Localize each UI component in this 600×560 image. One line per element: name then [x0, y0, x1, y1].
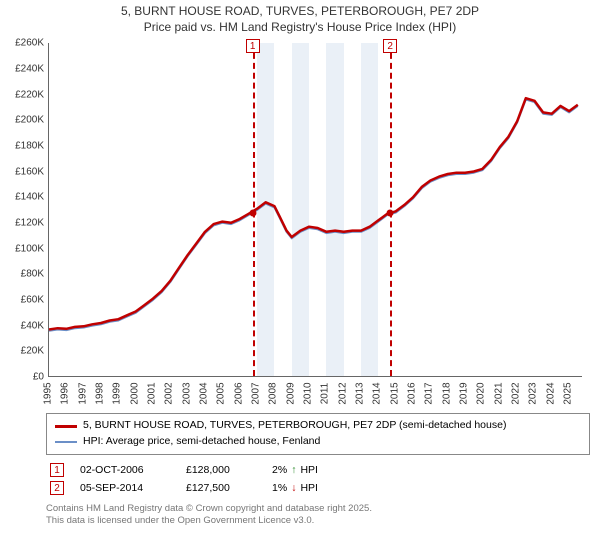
legend-box: 5, BURNT HOUSE ROAD, TURVES, PETERBOROUG…	[46, 413, 590, 455]
chart-title-block: 5, BURNT HOUSE ROAD, TURVES, PETERBOROUG…	[0, 0, 600, 37]
x-tick-label: 2006	[233, 383, 244, 405]
legend-swatch	[55, 425, 77, 428]
x-tick-label: 1996	[60, 383, 71, 405]
x-tick-label: 2010	[303, 383, 314, 405]
x-tick-label: 2001	[147, 383, 158, 405]
x-tick-label: 2020	[476, 383, 487, 405]
title-line-2: Price paid vs. HM Land Registry's House …	[0, 20, 600, 36]
legend-label: HPI: Average price, semi-detached house,…	[83, 434, 320, 450]
y-tick-label: £260K	[8, 38, 48, 49]
y-tick-label: £160K	[8, 166, 48, 177]
x-tick-label: 2013	[355, 383, 366, 405]
x-tick-label: 2016	[407, 383, 418, 405]
legend-swatch	[55, 441, 77, 443]
sale-row: 2 05-SEP-2014 £127,500 1% ↓ HPI	[46, 479, 590, 497]
sale-point-dot	[387, 210, 394, 217]
legend-label: 5, BURNT HOUSE ROAD, TURVES, PETERBOROUG…	[83, 418, 506, 434]
sale-date: 02-OCT-2006	[80, 464, 170, 476]
sale-delta: 2% ↑ HPI	[272, 464, 318, 476]
sale-delta-pct: 1%	[272, 482, 287, 494]
plot-area: 12	[48, 43, 582, 377]
x-tick-label: 2025	[563, 383, 574, 405]
title-line-1: 5, BURNT HOUSE ROAD, TURVES, PETERBOROUG…	[0, 4, 600, 20]
sale-marker-badge: 2	[383, 39, 397, 53]
x-tick-label: 2019	[459, 383, 470, 405]
sales-list: 1 02-OCT-2006 £128,000 2% ↑ HPI 2 05-SEP-2014 £1…	[46, 461, 590, 497]
x-tick-label: 2003	[181, 383, 192, 405]
x-tick-label: 2002	[164, 383, 175, 405]
sale-delta-pct: 2%	[272, 464, 287, 476]
legend-row: HPI: Average price, semi-detached house,…	[55, 434, 581, 450]
y-tick-label: £120K	[8, 218, 48, 229]
x-tick-label: 2021	[493, 383, 504, 405]
y-tick-label: £80K	[8, 269, 48, 280]
y-tick-label: £0	[8, 372, 48, 383]
sale-delta-suffix: HPI	[300, 482, 318, 494]
price_paid-line	[49, 98, 578, 329]
sale-delta: 1% ↓ HPI	[272, 482, 318, 494]
sale-index-badge: 1	[50, 463, 64, 477]
x-tick-label: 2000	[129, 383, 140, 405]
y-tick-label: £180K	[8, 140, 48, 151]
footer-attribution: Contains HM Land Registry data © Crown c…	[46, 503, 590, 528]
sale-price: £127,500	[186, 482, 256, 494]
x-tick-label: 2023	[528, 383, 539, 405]
x-tick-label: 2015	[389, 383, 400, 405]
y-tick-label: £100K	[8, 243, 48, 254]
x-tick-label: 2009	[285, 383, 296, 405]
x-tick-label: 2004	[199, 383, 210, 405]
x-tick-label: 2011	[320, 383, 331, 405]
legend-and-sales-panel: 5, BURNT HOUSE ROAD, TURVES, PETERBOROUG…	[46, 413, 590, 497]
x-tick-label: 1997	[77, 383, 88, 405]
line-chart-svg	[49, 43, 582, 376]
x-tick-label: 2012	[337, 383, 348, 405]
sale-arrow-icon: ↑	[291, 464, 296, 476]
chart-container: £0 £20K £40K £60K £80K £100K £120K £140K £160K £1…	[8, 37, 590, 407]
y-tick-label: £40K	[8, 320, 48, 331]
sale-marker-badge: 1	[246, 39, 260, 53]
x-tick-label: 1998	[95, 383, 106, 405]
y-tick-label: £140K	[8, 192, 48, 203]
y-tick-label: £60K	[8, 295, 48, 306]
sale-price: £128,000	[186, 464, 256, 476]
x-tick-label: 1995	[43, 383, 54, 405]
sale-row: 1 02-OCT-2006 £128,000 2% ↑ HPI	[46, 461, 590, 479]
x-tick-label: 2014	[372, 383, 383, 405]
x-tick-label: 2017	[424, 383, 435, 405]
y-tick-label: £240K	[8, 63, 48, 74]
x-tick-label: 1999	[112, 383, 123, 405]
x-tick-label: 2018	[441, 383, 452, 405]
legend-row: 5, BURNT HOUSE ROAD, TURVES, PETERBOROUG…	[55, 418, 581, 434]
footer-line-1: Contains HM Land Registry data © Crown c…	[46, 503, 590, 515]
x-tick-label: 2007	[251, 383, 262, 405]
x-tick-label: 2022	[511, 383, 522, 405]
x-tick-label: 2024	[545, 383, 556, 405]
footer-line-2: This data is licensed under the Open Gov…	[46, 515, 590, 527]
y-tick-label: £20K	[8, 346, 48, 357]
y-tick-label: £220K	[8, 89, 48, 100]
y-tick-label: £200K	[8, 115, 48, 126]
sale-date: 05-SEP-2014	[80, 482, 170, 494]
sale-arrow-icon: ↓	[291, 482, 296, 494]
x-tick-label: 2005	[216, 383, 227, 405]
x-tick-label: 2008	[268, 383, 279, 405]
sale-delta-suffix: HPI	[300, 464, 318, 476]
sale-index-badge: 2	[50, 481, 64, 495]
hpi-line	[49, 100, 578, 331]
sale-point-dot	[249, 209, 256, 216]
